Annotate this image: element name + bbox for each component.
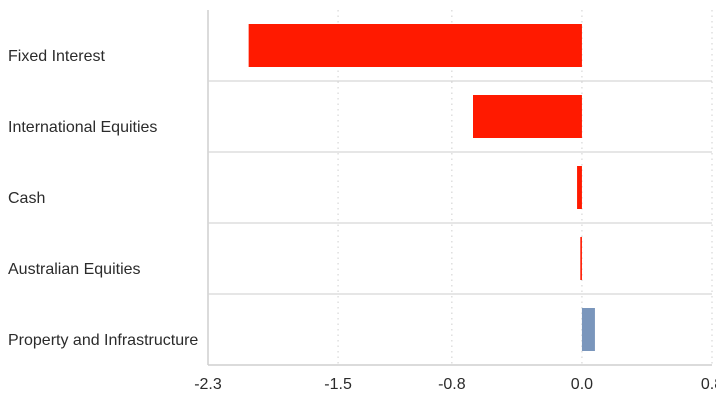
category-labels: Fixed Interest International Equities Cash…: [8, 48, 198, 349]
category-label: Australian Equities: [8, 261, 141, 278]
x-tick-label: 0.8: [701, 376, 716, 393]
bar: [580, 237, 582, 280]
x-tick-label: 0.0: [571, 376, 593, 393]
bars: [248, 24, 595, 351]
x-tick-label: -1.5: [324, 376, 352, 393]
grid: [207, 10, 713, 366]
bar: [248, 24, 582, 67]
x-axis: -2.3 -1.5 -0.8 0.0 0.8: [194, 376, 716, 393]
bar: [577, 166, 582, 209]
category-label: Cash: [8, 190, 45, 207]
x-tick-label: -0.8: [438, 376, 466, 393]
bar: [473, 95, 582, 138]
category-label: International Equities: [8, 119, 157, 136]
bar: [581, 308, 595, 351]
category-label: Property and Infrastructure: [8, 332, 198, 349]
category-label: Fixed Interest: [8, 48, 105, 65]
x-tick-label: -2.3: [194, 376, 222, 393]
